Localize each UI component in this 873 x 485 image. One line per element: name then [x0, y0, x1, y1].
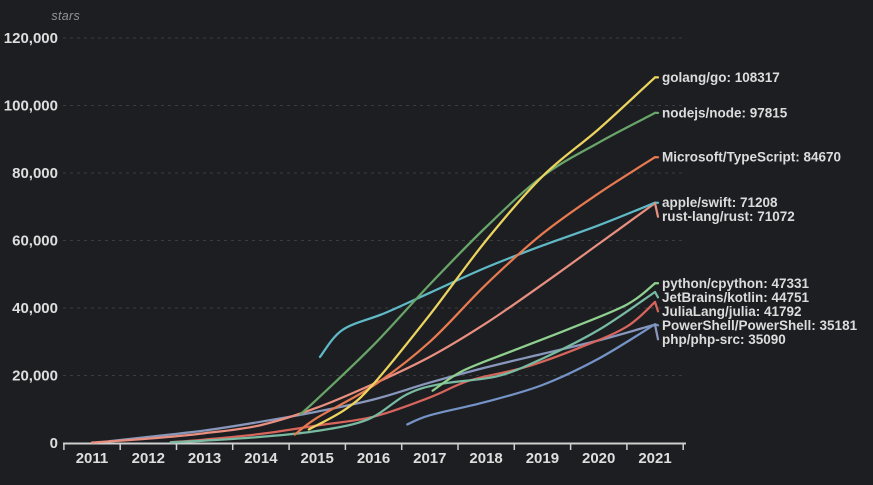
y-tick-label: 60,000: [12, 233, 58, 250]
series-label-connector: [653, 323, 660, 341]
series-line-microsoft-typescript: [293, 156, 657, 436]
series-end-label-jetbrains-kotlin: JetBrains/kotlin: 44751: [662, 290, 810, 305]
x-tick-label: 2021: [638, 450, 671, 467]
series-end-label-golang-go: golang/go: 108317: [662, 70, 780, 85]
y-tick-label: 120,000: [4, 30, 58, 47]
series-end-label-apple-swift: apple/swift: 71208: [662, 195, 778, 210]
series-line-apple-swift: [318, 201, 657, 359]
x-tick-label: 2019: [526, 450, 559, 467]
series-line-nodejs-node: [299, 111, 657, 416]
x-tick-label: 2016: [357, 450, 390, 467]
x-tick-label: 2015: [301, 450, 334, 467]
x-tick-label: 2018: [469, 450, 502, 467]
series-end-label-python-cpython: python/cpython: 47331: [662, 276, 810, 291]
y-tick-label: 80,000: [12, 165, 58, 182]
series-line-php-php-src: [107, 323, 657, 443]
series-end-label-rust-lang-rust: rust-lang/rust: 71072: [662, 209, 795, 224]
series-label-connector: [653, 300, 660, 313]
y-tick-label: 40,000: [12, 300, 58, 317]
x-tick-label: 2012: [132, 450, 165, 467]
y-tick-label: 20,000: [12, 368, 58, 385]
series-line-rust-lang-rust: [90, 201, 657, 444]
series-line-jetbrains-kotlin: [169, 290, 657, 444]
series-end-label-microsoft-typescript: Microsoft/TypeScript: 84670: [662, 150, 841, 165]
series-end-label-php-php-src: php/php-src: 35090: [662, 332, 786, 347]
x-tick-label: 2014: [244, 450, 278, 467]
y-axis-title: stars: [51, 9, 80, 23]
x-tick-label: 2020: [582, 450, 615, 467]
series-line-python-cpython: [431, 282, 657, 392]
series-label-connector: [653, 201, 660, 218]
series-end-label-nodejs-node: nodejs/node: 97815: [662, 105, 788, 120]
series-end-label-julialang-julia: JuliaLang/julia: 41792: [662, 304, 802, 319]
y-tick-label: 0: [50, 435, 58, 452]
x-tick-label: 2017: [413, 450, 446, 467]
series-end-label-powershell-powershell: PowerShell/PowerShell: 35181: [662, 318, 858, 333]
series-line-golang-go: [307, 76, 657, 431]
x-tick-label: 2011: [76, 450, 109, 467]
series-line-julialang-julia: [169, 300, 657, 444]
series-label-connector: [653, 290, 660, 299]
y-tick-label: 100,000: [4, 98, 58, 115]
series-line-powershell-powershell: [406, 323, 657, 426]
x-tick-label: 2013: [188, 450, 221, 467]
